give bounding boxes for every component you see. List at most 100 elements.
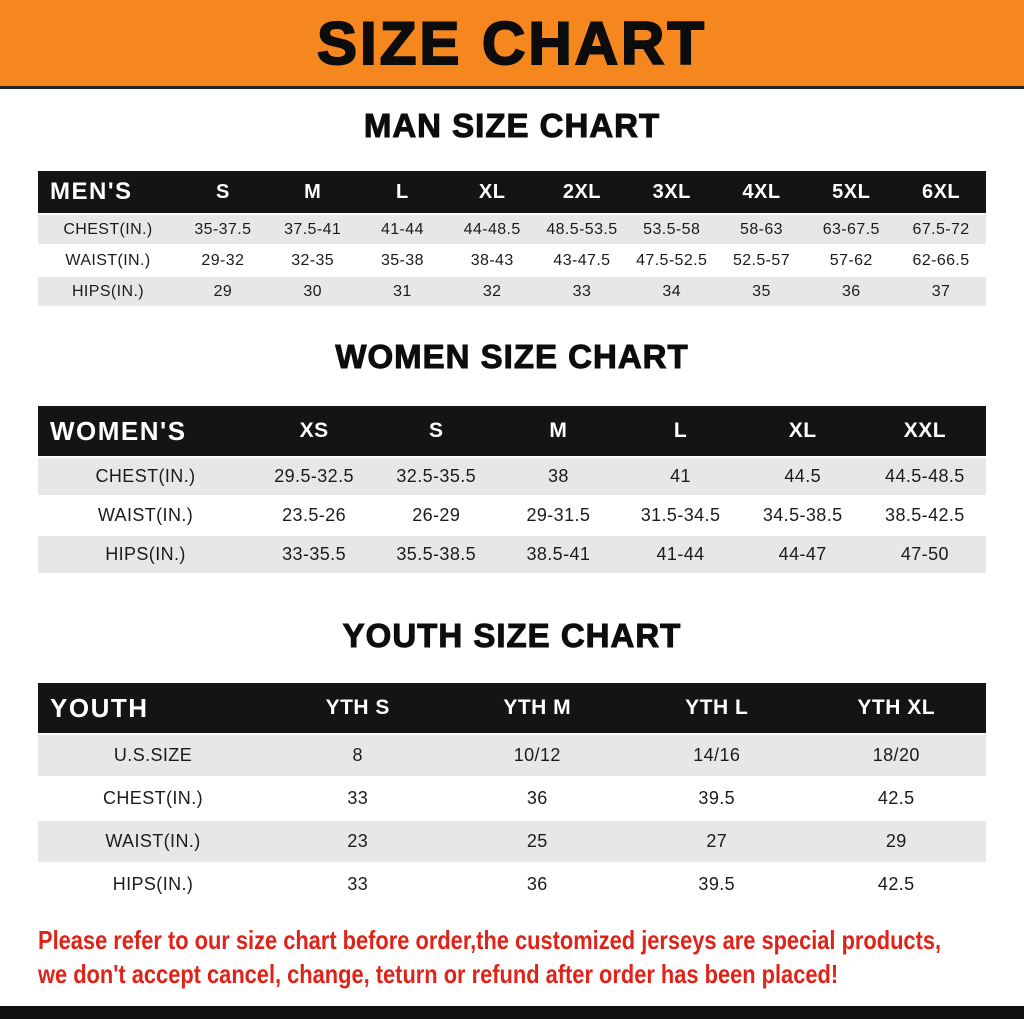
men-section: MAN SIZE CHART MEN'S S M L XL 2XL 3XL 4X… — [0, 89, 1024, 308]
row-label: WAIST(IN.) — [38, 246, 178, 275]
table-cell: 36 — [447, 778, 627, 819]
women-corner-label: WOMEN'S — [38, 406, 253, 456]
table-cell: 63-67.5 — [806, 215, 897, 244]
table-cell: 48.5-53.5 — [537, 215, 627, 244]
page-title: SIZE CHART — [316, 9, 707, 78]
table-cell: 43-47.5 — [537, 246, 627, 275]
row-label: CHEST(IN.) — [38, 215, 178, 244]
table-cell: 29 — [806, 821, 986, 862]
table-cell: 34 — [626, 277, 717, 306]
women-section: WOMEN SIZE CHART WOMEN'S XS S M L XL XXL… — [0, 308, 1024, 575]
table-cell: 29-32 — [178, 246, 268, 275]
men-section-heading: MAN SIZE CHART — [363, 107, 661, 145]
column-header: XS — [253, 406, 376, 456]
column-header: 4XL — [716, 171, 807, 213]
table-cell: 36 — [447, 864, 627, 905]
table-cell: 37.5-41 — [267, 215, 358, 244]
column-header: YTH L — [627, 683, 807, 733]
note-line-1: Please refer to our size chart before or… — [38, 925, 942, 955]
column-header: XL — [447, 171, 538, 213]
disclaimer-note: Please refer to our size chart before or… — [38, 923, 986, 991]
table-cell: 31 — [357, 277, 448, 306]
table-cell: 36 — [806, 277, 897, 306]
table-cell: 23 — [268, 821, 448, 862]
women-header-row: WOMEN'S XS S M L XL XXL — [38, 406, 986, 456]
table-cell: 35.5-38.5 — [375, 536, 498, 573]
table-row: WAIST(IN.) 29-32 32-35 35-38 38-43 43-47… — [38, 246, 986, 275]
column-header: XL — [741, 406, 864, 456]
column-header: YTH S — [268, 683, 448, 733]
table-cell: 67.5-72 — [896, 215, 986, 244]
column-header: L — [357, 171, 448, 213]
table-cell: 32.5-35.5 — [375, 458, 498, 495]
table-cell: 8 — [268, 735, 448, 776]
table-cell: 52.5-57 — [716, 246, 807, 275]
table-cell: 29-31.5 — [497, 497, 620, 534]
table-cell: 38.5-41 — [497, 536, 620, 573]
table-row: WAIST(IN.) 23.5-26 26-29 29-31.5 31.5-34… — [38, 497, 986, 534]
row-label: U.S.SIZE — [38, 735, 268, 776]
table-cell: 23.5-26 — [253, 497, 376, 534]
table-cell: 47.5-52.5 — [626, 246, 717, 275]
table-cell: 62-66.5 — [896, 246, 986, 275]
column-header: S — [178, 171, 268, 213]
table-cell: 34.5-38.5 — [741, 497, 864, 534]
table-row: HIPS(IN.) 33 36 39.5 42.5 — [38, 864, 986, 905]
table-cell: 58-63 — [716, 215, 807, 244]
table-cell: 26-29 — [375, 497, 498, 534]
table-cell: 32 — [447, 277, 538, 306]
table-cell: 53.5-58 — [626, 215, 717, 244]
row-label: WAIST(IN.) — [38, 821, 268, 862]
table-cell: 41 — [619, 458, 742, 495]
table-cell: 31.5-34.5 — [619, 497, 742, 534]
column-header: XXL — [863, 406, 986, 456]
table-cell: 27 — [627, 821, 807, 862]
youth-section: YOUTH SIZE CHART YOUTH YTH S YTH M YTH L… — [0, 575, 1024, 907]
column-header: YTH M — [447, 683, 627, 733]
table-cell: 33 — [537, 277, 627, 306]
table-cell: 44-48.5 — [447, 215, 538, 244]
table-cell: 10/12 — [447, 735, 627, 776]
table-cell: 44.5 — [741, 458, 864, 495]
table-row: CHEST(IN.) 29.5-32.5 32.5-35.5 38 41 44.… — [38, 458, 986, 495]
table-cell: 29 — [178, 277, 268, 306]
column-header: M — [267, 171, 358, 213]
row-label: HIPS(IN.) — [38, 536, 253, 573]
table-cell: 25 — [447, 821, 627, 862]
row-label: HIPS(IN.) — [38, 277, 178, 306]
table-cell: 41-44 — [357, 215, 448, 244]
table-cell: 38.5-42.5 — [863, 497, 986, 534]
table-row: HIPS(IN.) 33-35.5 35.5-38.5 38.5-41 41-4… — [38, 536, 986, 573]
table-cell: 57-62 — [806, 246, 897, 275]
table-cell: 38-43 — [447, 246, 538, 275]
table-cell: 29.5-32.5 — [253, 458, 376, 495]
column-header: 6XL — [896, 171, 986, 213]
column-header: M — [497, 406, 620, 456]
table-cell: 18/20 — [806, 735, 986, 776]
bottom-black-bar — [0, 1006, 1024, 1019]
note-line-2: we don't accept cancel, change, teturn o… — [38, 959, 839, 989]
table-cell: 33 — [268, 864, 448, 905]
table-row: CHEST(IN.) 35-37.5 37.5-41 41-44 44-48.5… — [38, 215, 986, 244]
table-cell: 30 — [267, 277, 358, 306]
youth-header-row: YOUTH YTH S YTH M YTH L YTH XL — [38, 683, 986, 733]
table-cell: 44.5-48.5 — [863, 458, 986, 495]
row-label: WAIST(IN.) — [38, 497, 253, 534]
table-cell: 39.5 — [627, 864, 807, 905]
men-size-table: MEN'S S M L XL 2XL 3XL 4XL 5XL 6XL CHEST… — [38, 169, 986, 308]
column-header: 2XL — [537, 171, 627, 213]
table-row: U.S.SIZE 8 10/12 14/16 18/20 — [38, 735, 986, 776]
table-row: WAIST(IN.) 23 25 27 29 — [38, 821, 986, 862]
women-section-heading: WOMEN SIZE CHART — [335, 338, 689, 376]
table-cell: 37 — [896, 277, 986, 306]
column-header: YTH XL — [806, 683, 986, 733]
table-cell: 38 — [497, 458, 620, 495]
column-header: 5XL — [806, 171, 897, 213]
table-row: HIPS(IN.) 29 30 31 32 33 34 35 36 37 — [38, 277, 986, 306]
table-cell: 41-44 — [619, 536, 742, 573]
youth-size-table: YOUTH YTH S YTH M YTH L YTH XL U.S.SIZE … — [38, 681, 986, 907]
men-header-row: MEN'S S M L XL 2XL 3XL 4XL 5XL 6XL — [38, 171, 986, 213]
size-chart-banner: SIZE CHART — [0, 0, 1024, 89]
youth-corner-label: YOUTH — [38, 683, 268, 733]
table-cell: 33 — [268, 778, 448, 819]
